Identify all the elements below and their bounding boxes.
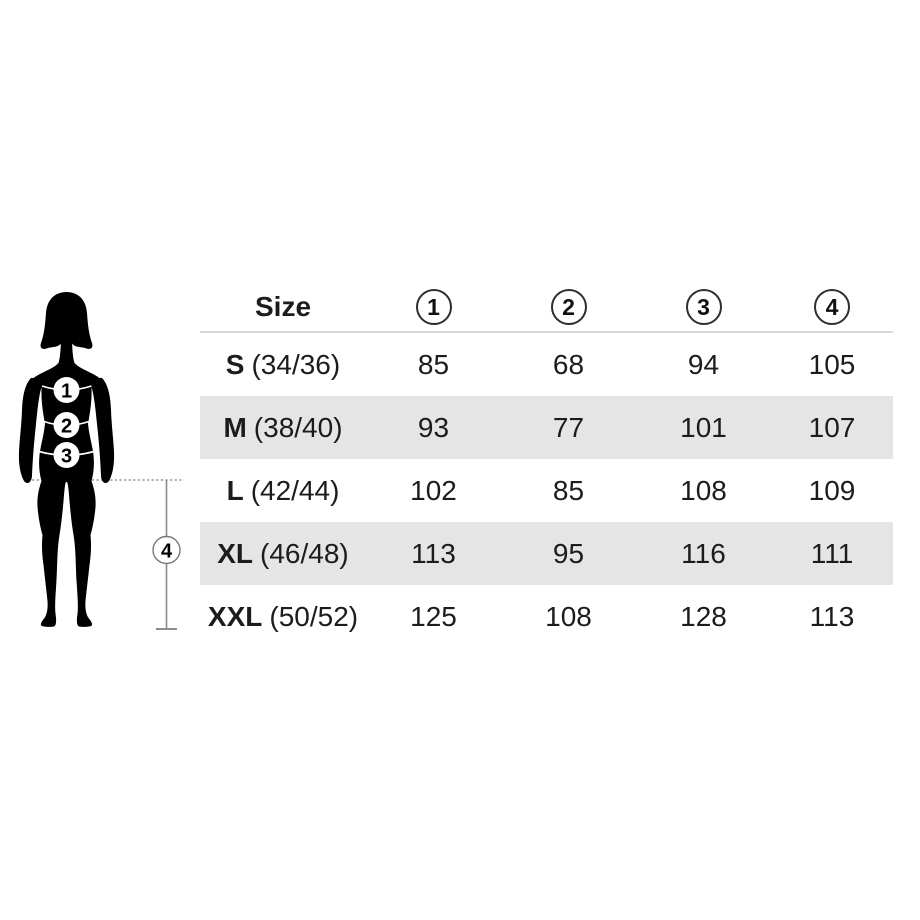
size-table: Size 1 2 3 4 S (34/36) 85 68 94 105 M (38/… xyxy=(200,283,893,648)
marker-4-label: 4 xyxy=(161,541,173,563)
value-cell: 109 xyxy=(808,474,856,506)
table-row-s: S (34/36) 85 68 94 105 xyxy=(200,333,893,396)
size-label: L (42/44) xyxy=(226,474,340,506)
size-label: M (38/40) xyxy=(223,411,343,443)
circled-4-icon: 4 xyxy=(814,289,850,325)
value-cell: 128 xyxy=(680,600,727,632)
value-cell: 101 xyxy=(680,411,727,443)
measure-2-header: 2 xyxy=(501,289,636,325)
table-header-row: Size 1 2 3 4 xyxy=(200,283,893,333)
value-cell: 111 xyxy=(810,537,854,569)
body-measurement-diagram: 1 2 3 4 xyxy=(8,283,188,643)
value-cell: 125 xyxy=(410,600,457,632)
marker-4-circle xyxy=(152,535,181,565)
silhouette-head xyxy=(40,292,93,349)
value-cell: 85 xyxy=(417,348,450,380)
measure-4-header: 4 xyxy=(771,289,893,325)
value-cell: 85 xyxy=(552,474,585,506)
measure-3-header: 3 xyxy=(636,289,771,325)
circled-1-icon: 1 xyxy=(415,289,452,325)
value-cell: 105 xyxy=(808,348,856,380)
marker-1-label: 1 xyxy=(61,381,72,403)
marker-1-circle xyxy=(53,377,80,403)
size-label: S (34/36) xyxy=(225,348,341,380)
size-label: XXL (50/52) xyxy=(207,600,359,632)
table-row-l: L (42/44) 102 85 108 109 xyxy=(200,459,893,522)
value-cell: 113 xyxy=(411,537,456,569)
silhouette-right-arm xyxy=(91,377,115,484)
marker-3-circle xyxy=(53,442,80,468)
value-cell: 95 xyxy=(552,537,585,569)
value-cell: 108 xyxy=(545,600,592,632)
marker-2-label: 2 xyxy=(61,416,72,438)
size-column-header: Size xyxy=(254,291,312,322)
value-cell: 93 xyxy=(417,411,450,443)
value-cell: 108 xyxy=(680,474,727,506)
table-row-m: M (38/40) 93 77 101 107 xyxy=(200,396,893,459)
circled-3-icon: 3 xyxy=(685,289,722,325)
value-cell: 116 xyxy=(681,537,726,569)
measure-1-header: 1 xyxy=(366,289,501,325)
size-label: XL (46/48) xyxy=(217,537,349,569)
table-row-xxl: XXL (50/52) 125 108 128 113 xyxy=(200,585,893,648)
marker-3-label: 3 xyxy=(61,446,72,468)
marker-2-circle xyxy=(53,412,80,438)
value-cell: 113 xyxy=(809,600,855,632)
value-cell: 68 xyxy=(552,348,585,380)
body-measurement-svg: 1 2 3 4 xyxy=(18,292,184,630)
silhouette-left-arm xyxy=(18,377,42,484)
table-row-xl: XL (46/48) 113 95 116 111 xyxy=(200,522,893,585)
value-cell: 77 xyxy=(552,411,585,443)
silhouette-body xyxy=(31,333,102,627)
value-cell: 107 xyxy=(808,411,856,443)
value-cell: 94 xyxy=(687,348,720,380)
value-cell: 102 xyxy=(410,474,457,506)
circled-2-icon: 2 xyxy=(550,289,587,325)
